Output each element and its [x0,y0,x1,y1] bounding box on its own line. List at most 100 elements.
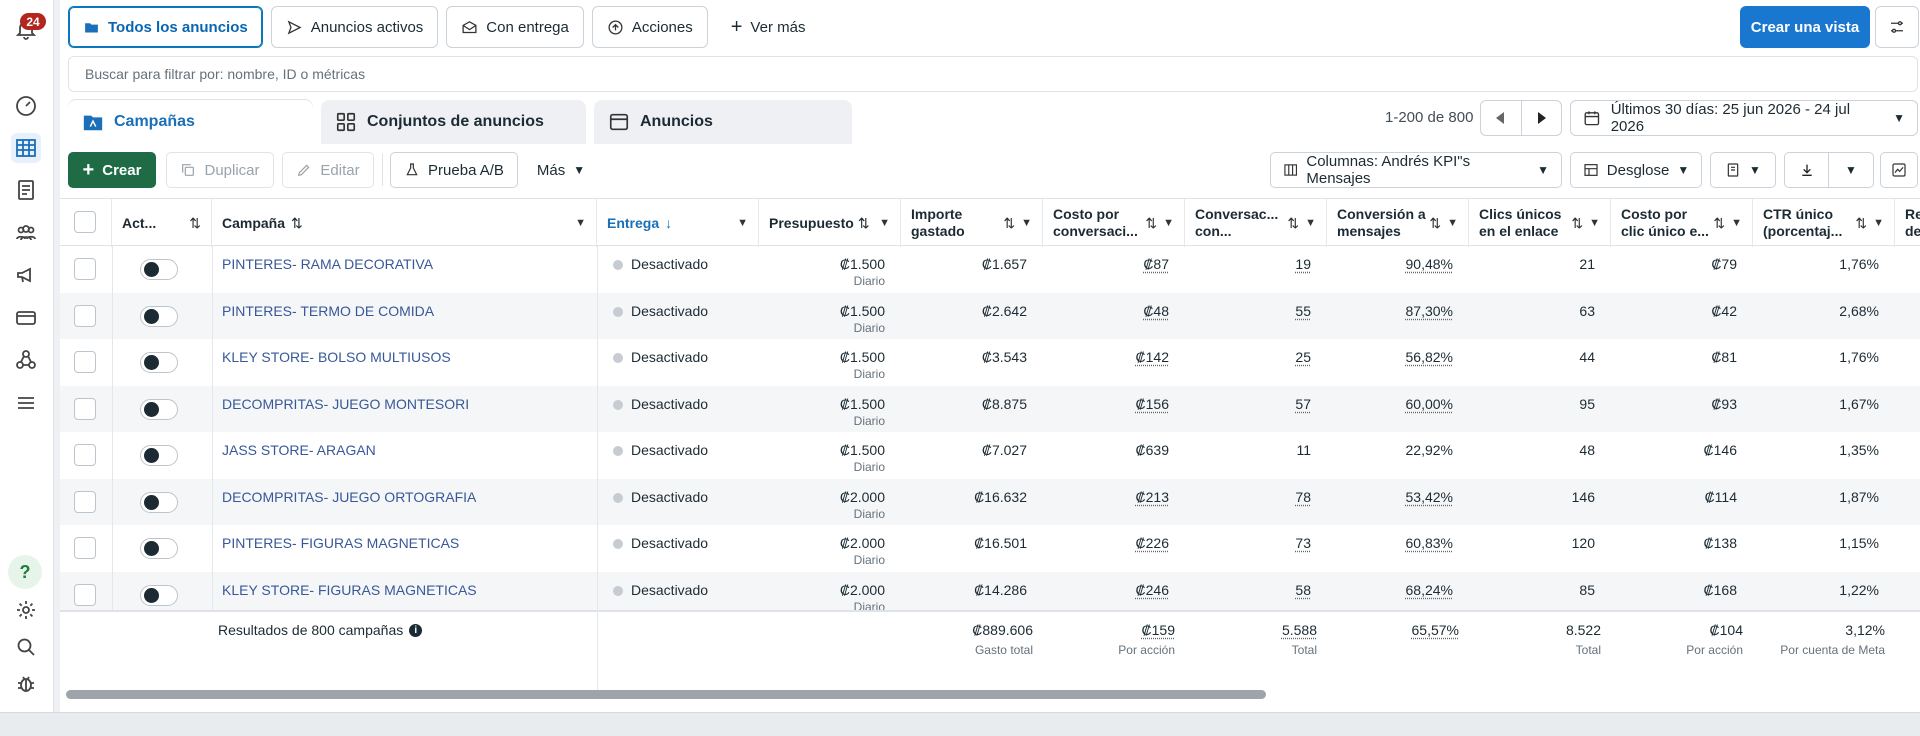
filter-active-ads[interactable]: Anuncios activos [270,6,439,48]
budget-cell[interactable]: ₡1.500 Diario [839,349,885,381]
column-header-unique-ctr[interactable]: CTR único (porcentaj... ⇅ ▼ [1753,199,1895,247]
chevron-down-icon[interactable]: ▼ [575,216,586,229]
campaign-name-link[interactable]: PINTERES- FIGURAS MAGNETICAS [222,535,460,551]
ab-test-button[interactable]: Prueba A/B [390,152,518,188]
row-checkbox[interactable] [74,444,96,466]
sort-icon[interactable]: ⇅ ▼ [1003,214,1032,231]
budget-cell[interactable]: ₡2.000 Diario [839,581,885,611]
column-header-conversations[interactable]: Conversac... con... ⇅ ▼ [1185,199,1327,247]
menu-icon[interactable] [11,388,41,418]
search-icon[interactable] [11,632,41,662]
campaign-name-link[interactable]: PINTERES- RAMA DECORATIVA [222,256,434,272]
row-checkbox[interactable] [74,397,96,420]
table-row[interactable]: KLEY STORE- FIGURAS MAGNETICAS Desactivad… [60,571,1920,611]
column-header-conversion-rate[interactable]: Conversión a mensajes ⇅ ▼ [1327,199,1469,247]
export-button[interactable]: ▼ [1784,152,1874,188]
campaign-name-link[interactable]: DECOMPRITAS- JUEGO MONTESORI [222,395,470,412]
chart-toggle-button[interactable] [1880,152,1918,188]
download-icon[interactable] [1785,153,1829,187]
sort-icon[interactable]: ⇅ [857,214,870,231]
sort-icon[interactable]: ⇅ ▼ [1145,214,1174,231]
edit-button[interactable]: Editar [282,152,374,188]
help-icon[interactable]: ? [8,555,42,589]
campaign-name-link[interactable]: DECOMPRITAS- JUEGO ORTOGRAFIA [222,488,477,505]
campaign-name-link[interactable]: KLEY STORE- FIGURAS MAGNETICAS [222,581,477,598]
tab-ad-sets[interactable]: Conjuntos de anuncios [321,100,586,144]
column-header-unique-clicks[interactable]: Clics únicos en el enlace ⇅ ▼ [1469,199,1611,247]
chevron-down-icon[interactable]: ▼ [1845,163,1857,177]
table-row[interactable]: PINTERES- FIGURAS MAGNETICAS Desactivado ₡… [60,525,1920,572]
table-icon[interactable] [11,133,41,163]
sort-icon[interactable]: ⇅ ▼ [1713,214,1742,231]
gear-icon[interactable] [11,595,41,625]
column-header-amount-spent[interactable]: Importe gastado ⇅ ▼ [901,199,1043,247]
bug-icon[interactable] [11,668,41,698]
network-icon[interactable] [11,345,41,375]
column-header-delivery[interactable]: Entrega ↓ ▼ [597,199,759,247]
row-checkbox[interactable] [74,351,96,373]
sort-icon[interactable]: ⇅ ▼ [1855,214,1884,231]
campaign-toggle[interactable] [140,445,178,466]
row-checkbox[interactable] [74,304,96,327]
chevron-down-icon[interactable]: ▼ [737,216,748,229]
campaign-toggle[interactable] [140,352,178,373]
more-button[interactable]: Más ▼ [526,152,596,188]
column-header-cost-per-click[interactable]: Costo por clic único e... ⇅ ▼ [1611,199,1753,247]
column-header-extra[interactable]: Re de [1905,206,1920,239]
filter-with-delivery[interactable]: Con entrega [446,6,584,48]
columns-selector[interactable]: Columnas: Andrés KPI"s Mensajes ▼ [1270,152,1562,188]
sliders-icon[interactable] [1875,6,1919,48]
create-button[interactable]: + Crear [68,152,156,188]
campaign-name-link[interactable]: KLEY STORE- BOLSO MULTIUSOS [222,349,451,365]
sort-icon[interactable]: ⇅ ▼ [1287,214,1316,231]
campaign-toggle[interactable] [140,259,178,280]
table-row[interactable]: KLEY STORE- BOLSO MULTIUSOS Desactivado ₡1… [60,339,1920,386]
campaign-toggle[interactable] [140,538,178,559]
breakdown-selector[interactable]: Desglose ▼ [1570,152,1702,188]
row-checkbox[interactable] [74,583,96,606]
gauge-icon[interactable] [11,91,41,121]
budget-cell[interactable]: ₡1.500 Diario [839,302,885,335]
budget-cell[interactable]: ₡1.500 Diario [839,256,885,288]
sort-icon[interactable]: ⇅ [291,214,303,231]
duplicate-button[interactable]: Duplicar [166,152,274,188]
audience-icon[interactable] [11,218,41,248]
reports-button[interactable]: ▼ [1710,152,1776,188]
filter-all-ads[interactable]: Todos los anuncios [68,6,263,48]
horizontal-scrollbar[interactable] [66,690,1266,699]
campaign-toggle[interactable] [140,398,178,420]
row-checkbox[interactable] [74,490,96,513]
column-header-cost-per-conversation[interactable]: Costo por conversaci... ⇅ ▼ [1043,199,1185,247]
campaign-name-link[interactable]: PINTERES- TERMO DE COMIDA [222,302,435,319]
column-header-act[interactable]: Act... ⇅ [112,199,212,247]
previous-page-icon[interactable] [1481,101,1522,135]
info-icon[interactable]: i [409,623,423,637]
budget-cell[interactable]: ₡2.000 Diario [839,488,885,521]
budget-cell[interactable]: ₡2.000 Diario [839,535,885,567]
column-header-campaign[interactable]: Campaña ⇅ ▼ [212,199,597,247]
column-header-budget[interactable]: Presupuesto ⇅ ▼ [759,199,901,247]
table-row[interactable]: JASS STORE- ARAGAN Desactivado ₡1.500 Diari… [60,432,1920,479]
campaign-toggle[interactable] [140,305,178,327]
search-input[interactable]: Buscar para filtrar por: nombre, ID o mé… [68,56,1918,92]
table-row[interactable]: DECOMPRITAS- JUEGO ORTOGRAFIA Desactivado… [60,478,1920,525]
table-row[interactable]: PINTERES- RAMA DECORATIVA Desactivado ₡1.5… [60,246,1920,293]
date-range-picker[interactable]: Últimos 30 días: 25 jun 2026 - 24 jul 20… [1570,100,1918,136]
see-more-button[interactable]: + Ver más [715,6,821,48]
sort-icon[interactable]: ⇅ ▼ [1429,214,1458,231]
campaign-toggle[interactable] [140,491,178,513]
budget-cell[interactable]: ₡1.500 Diario [839,442,885,474]
create-view-button[interactable]: Crear una vista [1740,6,1870,48]
credit-card-icon[interactable] [11,303,41,333]
tab-campaigns[interactable]: Campañas [68,100,313,144]
campaign-name-link[interactable]: JASS STORE- ARAGAN [222,442,376,458]
filter-actions[interactable]: Acciones [591,6,708,48]
sort-icon[interactable]: ⇅ ▼ [1571,214,1600,231]
table-row[interactable]: DECOMPRITAS- JUEGO MONTESORI Desactivado ₡… [60,385,1920,432]
megaphone-icon[interactable] [11,260,41,290]
sort-arrow-down-icon[interactable]: ↓ [665,214,673,231]
select-all-checkbox[interactable] [74,211,96,233]
row-checkbox[interactable] [74,258,96,280]
chevron-down-icon[interactable]: ▼ [879,216,890,229]
document-icon[interactable] [11,175,41,205]
